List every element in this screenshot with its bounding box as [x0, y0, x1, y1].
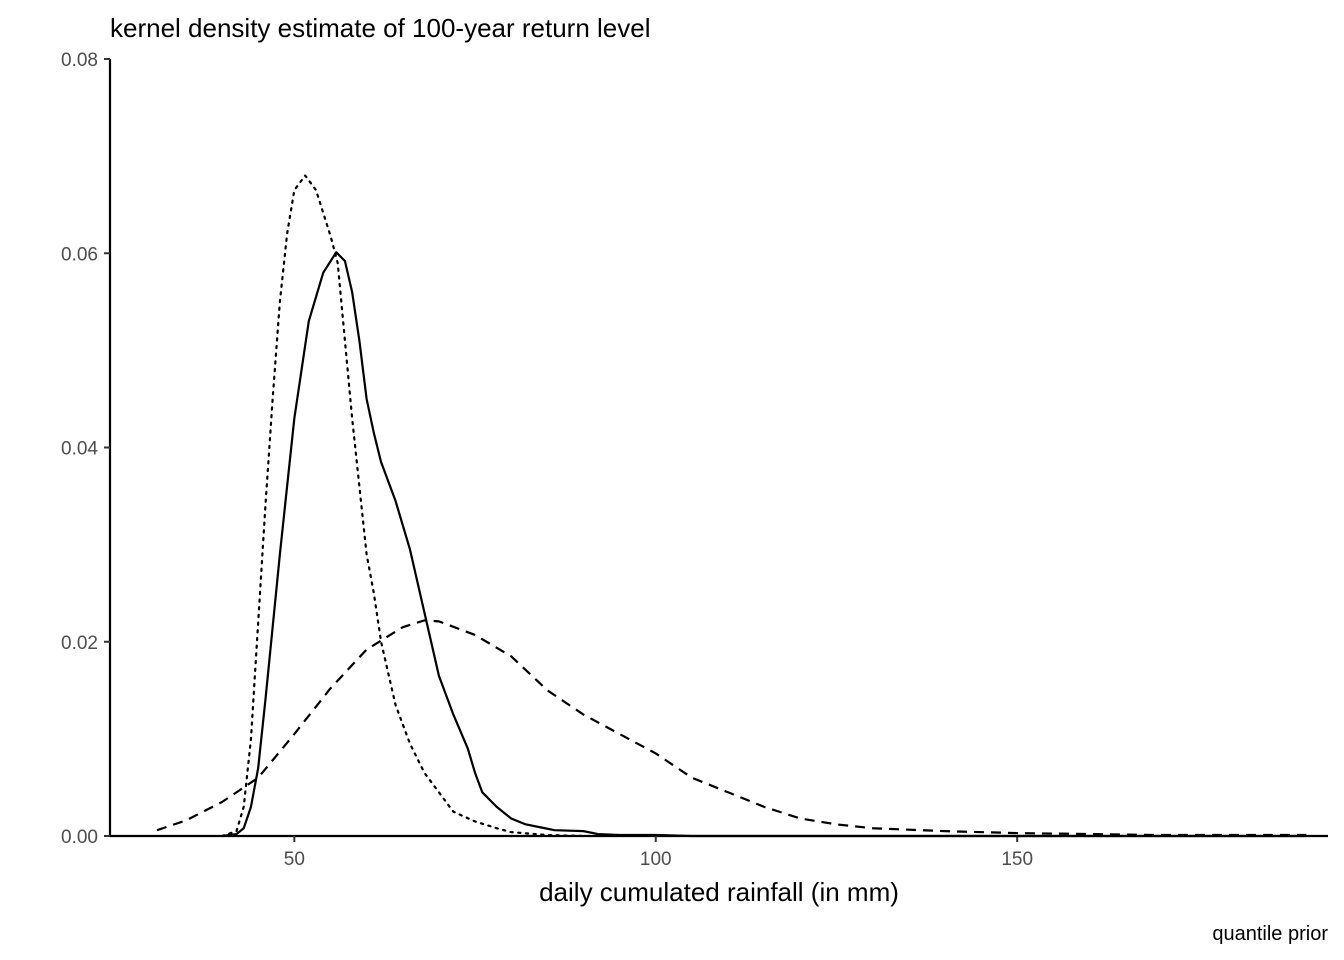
- x-tick-label: 100: [640, 849, 672, 870]
- density-curve-solid: [221, 251, 1307, 838]
- series-layer: [156, 174, 1307, 838]
- y-tick-label: 0.02: [61, 633, 98, 654]
- density-curve-dotted: [220, 174, 585, 838]
- y-tick-label: 0.04: [61, 439, 98, 460]
- x-tick-label: 150: [1001, 849, 1033, 870]
- x-tick-label: 50: [284, 849, 305, 870]
- y-axis: 0.00 0.02 0.04 0.06 0.08: [61, 50, 112, 848]
- y-tick-label: 0.00: [61, 827, 98, 848]
- chart-caption: quantile prior: [1212, 923, 1328, 945]
- y-tick-label: 0.06: [61, 244, 98, 265]
- y-tick-label: 0.08: [61, 50, 98, 71]
- x-axis-title: daily cumulated rainfall (in mm): [539, 877, 899, 907]
- x-axis: 50 100 150: [110, 834, 1328, 870]
- chart-title: kernel density estimate of 100-year retu…: [110, 13, 651, 43]
- density-curve-dashed: [156, 619, 1307, 837]
